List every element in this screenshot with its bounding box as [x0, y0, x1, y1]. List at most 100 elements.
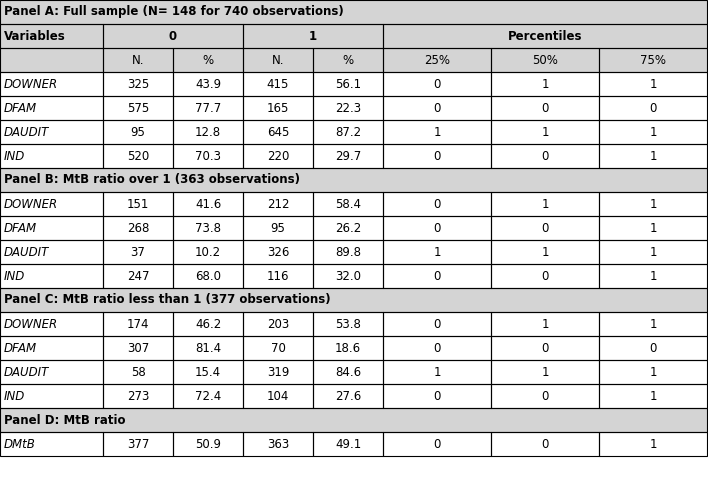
Text: DOWNER: DOWNER	[4, 317, 58, 331]
Bar	[599, 48, 707, 72]
Bar	[243, 360, 313, 384]
Text: DFAM: DFAM	[4, 341, 37, 355]
Bar	[0, 144, 103, 168]
Bar	[173, 96, 243, 120]
Text: DAUDIT: DAUDIT	[4, 246, 50, 258]
Text: Percentiles: Percentiles	[508, 30, 582, 42]
Text: N.: N.	[272, 54, 284, 66]
Text: 174: 174	[127, 317, 149, 331]
Text: 1: 1	[649, 246, 657, 258]
Bar	[599, 432, 707, 456]
Text: 81.4: 81.4	[195, 341, 221, 355]
Bar	[0, 408, 707, 432]
Bar	[313, 432, 383, 456]
Text: 41.6: 41.6	[195, 197, 221, 211]
Text: 1: 1	[433, 366, 441, 378]
Bar	[313, 216, 383, 240]
Bar	[0, 192, 103, 216]
Bar	[383, 216, 491, 240]
Bar	[243, 432, 313, 456]
Bar	[491, 360, 599, 384]
Bar	[599, 192, 707, 216]
Text: 247: 247	[127, 270, 149, 282]
Bar	[599, 432, 707, 456]
Bar	[173, 144, 243, 168]
Bar	[243, 264, 313, 288]
Bar	[243, 240, 313, 264]
Bar	[383, 48, 491, 72]
Bar	[383, 240, 491, 264]
Text: 25%: 25%	[424, 54, 450, 66]
Bar	[0, 240, 103, 264]
Text: 0: 0	[433, 390, 440, 402]
Bar	[0, 288, 707, 312]
Bar	[383, 336, 491, 360]
Text: 0: 0	[433, 341, 440, 355]
Bar	[599, 360, 707, 384]
Bar	[243, 336, 313, 360]
Bar	[243, 96, 313, 120]
Bar	[383, 312, 491, 336]
Text: DMtB: DMtB	[4, 437, 35, 451]
Text: 95: 95	[270, 221, 285, 235]
Bar	[383, 264, 491, 288]
Bar	[491, 72, 599, 96]
Text: 363: 363	[267, 437, 289, 451]
Text: Panel B: MtB ratio over 1 (363 observations): Panel B: MtB ratio over 1 (363 observati…	[4, 174, 300, 186]
Bar	[383, 384, 491, 408]
Bar	[0, 192, 103, 216]
Bar	[491, 384, 599, 408]
Bar	[173, 336, 243, 360]
Text: 0: 0	[542, 341, 549, 355]
Text: 10.2: 10.2	[195, 246, 221, 258]
Text: 75%: 75%	[640, 54, 666, 66]
Bar	[0, 384, 103, 408]
Bar	[313, 312, 383, 336]
Text: 0: 0	[433, 437, 440, 451]
Bar	[173, 120, 243, 144]
Bar	[313, 192, 383, 216]
Bar	[243, 48, 313, 72]
Text: 104: 104	[267, 390, 289, 402]
Bar	[491, 72, 599, 96]
Text: 0: 0	[433, 270, 440, 282]
Text: Panel A: Full sample (N= 148 for 740 observations): Panel A: Full sample (N= 148 for 740 obs…	[4, 5, 344, 19]
Bar	[313, 336, 383, 360]
Bar	[103, 192, 173, 216]
Bar	[173, 384, 243, 408]
Bar	[313, 384, 383, 408]
Bar	[0, 24, 103, 48]
Text: 273: 273	[127, 390, 149, 402]
Bar	[103, 96, 173, 120]
Bar	[599, 264, 707, 288]
Bar	[313, 120, 383, 144]
Text: 575: 575	[127, 101, 149, 115]
Bar	[491, 360, 599, 384]
Bar	[103, 360, 173, 384]
Text: 0: 0	[433, 221, 440, 235]
Text: 165: 165	[267, 101, 289, 115]
Text: 415: 415	[267, 78, 289, 91]
Bar	[383, 120, 491, 144]
Bar	[173, 216, 243, 240]
Bar	[173, 264, 243, 288]
Bar	[599, 216, 707, 240]
Bar	[243, 432, 313, 456]
Bar	[0, 264, 103, 288]
Bar	[0, 48, 103, 72]
Text: 0: 0	[433, 317, 440, 331]
Bar	[173, 96, 243, 120]
Bar	[0, 168, 707, 192]
Text: 37: 37	[130, 246, 145, 258]
Bar	[313, 216, 383, 240]
Text: 1: 1	[649, 78, 657, 91]
Bar	[243, 312, 313, 336]
Bar	[491, 264, 599, 288]
Bar	[491, 336, 599, 360]
Bar	[0, 312, 103, 336]
Bar	[103, 24, 243, 48]
Bar	[103, 216, 173, 240]
Text: 1: 1	[433, 246, 441, 258]
Text: DFAM: DFAM	[4, 101, 37, 115]
Bar	[599, 144, 707, 168]
